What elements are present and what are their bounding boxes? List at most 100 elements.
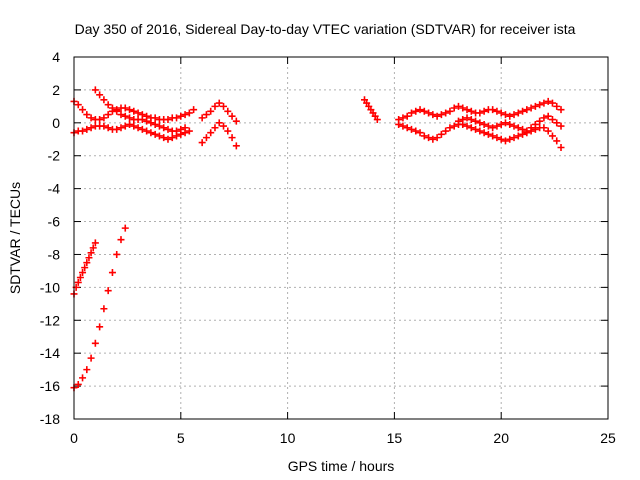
data-point bbox=[126, 120, 134, 128]
data-point bbox=[74, 278, 82, 286]
data-point bbox=[79, 127, 87, 135]
data-point bbox=[501, 111, 509, 119]
data-point bbox=[91, 86, 99, 94]
data-point bbox=[476, 127, 484, 135]
y-tick-label: -2 bbox=[48, 148, 61, 164]
data-point bbox=[96, 116, 104, 124]
series-track-k bbox=[70, 224, 129, 392]
data-point bbox=[450, 122, 458, 130]
data-point bbox=[493, 122, 501, 130]
y-tick-label: -8 bbox=[48, 246, 61, 262]
data-point bbox=[76, 273, 84, 281]
data-point bbox=[472, 125, 480, 133]
data-point bbox=[104, 124, 112, 132]
data-point bbox=[544, 112, 552, 120]
data-point bbox=[228, 134, 236, 142]
data-point bbox=[164, 135, 172, 143]
data-point bbox=[420, 132, 428, 140]
data-point bbox=[79, 269, 87, 277]
grid bbox=[74, 57, 608, 419]
data-point bbox=[211, 124, 219, 132]
data-point bbox=[437, 130, 445, 138]
data-point bbox=[531, 102, 539, 110]
data-point bbox=[437, 111, 445, 119]
data-point bbox=[87, 354, 95, 362]
data-point bbox=[489, 132, 497, 140]
data-point bbox=[164, 125, 172, 133]
data-point bbox=[130, 122, 138, 130]
data-point bbox=[117, 111, 125, 119]
data-point bbox=[79, 106, 87, 114]
data-point bbox=[480, 120, 488, 128]
data-point bbox=[185, 109, 193, 117]
data-point bbox=[190, 106, 198, 114]
data-point bbox=[497, 109, 505, 117]
data-point bbox=[134, 124, 142, 132]
data-point bbox=[126, 106, 134, 114]
data-point bbox=[501, 137, 509, 145]
series-track-i bbox=[454, 112, 565, 135]
data-point bbox=[104, 111, 112, 119]
data-point bbox=[506, 120, 514, 128]
data-point bbox=[147, 129, 155, 137]
data-point bbox=[463, 106, 471, 114]
data-point bbox=[514, 132, 522, 140]
data-point bbox=[506, 135, 514, 143]
data-point bbox=[151, 130, 159, 138]
data-point bbox=[89, 244, 97, 252]
data-point bbox=[416, 106, 424, 114]
data-point bbox=[215, 99, 223, 107]
data-point bbox=[510, 122, 518, 130]
data-point bbox=[198, 139, 206, 147]
data-point bbox=[548, 99, 556, 107]
series-track-g bbox=[395, 97, 565, 124]
data-point bbox=[489, 124, 497, 132]
data-point bbox=[484, 130, 492, 138]
data-points bbox=[70, 86, 565, 392]
data-point bbox=[134, 109, 142, 117]
data-point bbox=[497, 135, 505, 143]
series-track-h bbox=[395, 120, 565, 151]
data-point bbox=[108, 269, 116, 277]
data-point bbox=[544, 97, 552, 105]
data-point bbox=[446, 107, 454, 115]
data-point bbox=[202, 134, 210, 142]
data-point bbox=[121, 104, 129, 112]
data-point bbox=[113, 250, 121, 258]
data-point bbox=[407, 109, 415, 117]
data-point bbox=[433, 112, 441, 120]
data-point bbox=[138, 125, 146, 133]
data-point bbox=[540, 124, 548, 132]
data-point bbox=[467, 124, 475, 132]
data-point bbox=[472, 117, 480, 125]
data-point bbox=[536, 117, 544, 125]
data-point bbox=[523, 127, 531, 135]
data-point bbox=[117, 236, 125, 244]
series-track-b bbox=[70, 120, 193, 143]
data-point bbox=[557, 144, 565, 151]
data-point bbox=[553, 137, 561, 145]
data-point bbox=[467, 107, 475, 115]
data-point bbox=[493, 134, 501, 142]
data-point bbox=[104, 287, 112, 295]
data-point bbox=[164, 116, 172, 124]
data-point bbox=[531, 120, 539, 128]
data-point bbox=[510, 111, 518, 119]
data-point bbox=[83, 111, 91, 119]
data-point bbox=[446, 124, 454, 132]
data-point bbox=[553, 102, 561, 110]
data-point bbox=[121, 224, 129, 232]
data-point bbox=[104, 101, 112, 109]
data-point bbox=[548, 132, 556, 140]
data-point bbox=[403, 112, 411, 120]
data-point bbox=[425, 109, 433, 117]
data-point bbox=[173, 127, 181, 135]
data-point bbox=[160, 124, 168, 132]
data-point bbox=[544, 127, 552, 135]
data-point bbox=[506, 112, 514, 120]
chart-title: Day 350 of 2016, Sidereal Day-to-day VTE… bbox=[75, 21, 576, 37]
data-point bbox=[463, 114, 471, 122]
x-tick-label: 0 bbox=[70, 430, 78, 446]
data-point bbox=[557, 106, 565, 114]
y-tick-label: 4 bbox=[52, 49, 60, 65]
